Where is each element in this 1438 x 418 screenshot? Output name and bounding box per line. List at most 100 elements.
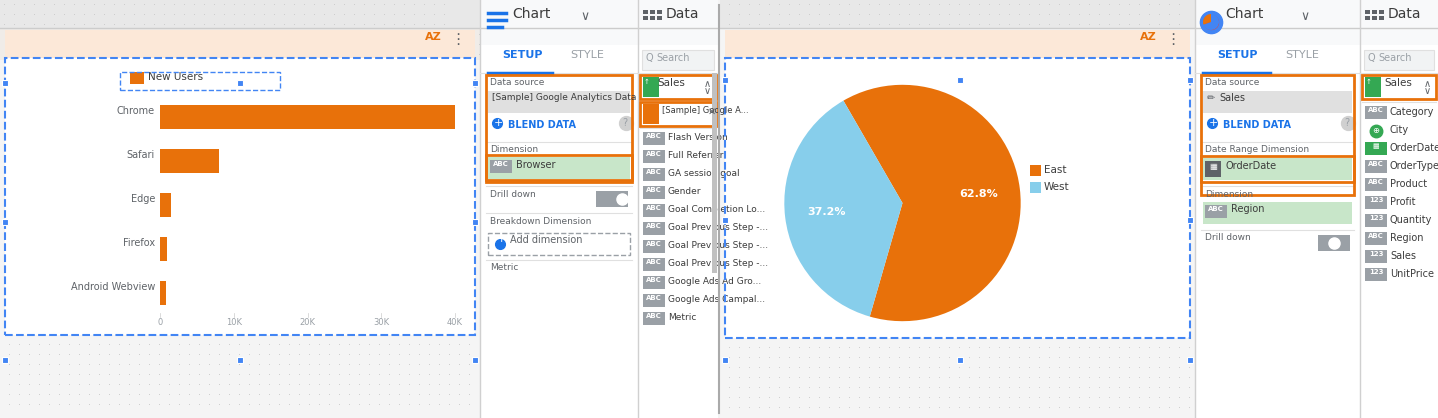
Bar bbox=[725, 30, 1191, 58]
Bar bbox=[643, 10, 649, 14]
Text: 0: 0 bbox=[157, 318, 162, 327]
Bar bbox=[490, 160, 512, 173]
Text: Data: Data bbox=[1388, 7, 1422, 21]
Bar bbox=[1365, 178, 1388, 191]
Bar bbox=[643, 294, 664, 307]
Bar bbox=[480, 0, 638, 45]
Bar bbox=[1365, 160, 1388, 173]
Bar bbox=[487, 157, 630, 179]
Text: Gender: Gender bbox=[669, 187, 702, 196]
Bar bbox=[1372, 16, 1378, 20]
Text: 37.2%: 37.2% bbox=[807, 207, 846, 217]
Text: ✏: ✏ bbox=[1206, 93, 1215, 103]
Bar bbox=[643, 186, 664, 199]
Text: ABC: ABC bbox=[646, 241, 661, 247]
Text: Sales: Sales bbox=[657, 78, 684, 88]
Text: ABC: ABC bbox=[1208, 206, 1224, 212]
Text: Dimension: Dimension bbox=[490, 145, 538, 154]
Text: OrderType: OrderType bbox=[1391, 161, 1438, 171]
Text: +: + bbox=[495, 118, 503, 128]
Bar bbox=[595, 191, 628, 207]
Bar bbox=[1201, 75, 1355, 195]
Bar bbox=[640, 102, 716, 126]
Text: ∨: ∨ bbox=[1424, 86, 1431, 96]
Text: ABC: ABC bbox=[646, 169, 661, 175]
Bar bbox=[1030, 182, 1041, 193]
Text: ABC: ABC bbox=[646, 205, 661, 211]
Bar bbox=[643, 77, 659, 97]
Bar bbox=[1365, 250, 1388, 263]
Text: ?: ? bbox=[1345, 118, 1349, 128]
Bar bbox=[958, 77, 963, 83]
Text: Profit: Profit bbox=[1391, 197, 1415, 207]
Text: [Sample] Google A...: [Sample] Google A... bbox=[661, 106, 749, 115]
Bar bbox=[1319, 235, 1350, 251]
Text: 123: 123 bbox=[1369, 197, 1383, 203]
Text: Add dimension: Add dimension bbox=[510, 235, 582, 245]
Text: Product: Product bbox=[1391, 179, 1426, 189]
Bar bbox=[4, 58, 475, 335]
Text: 62.8%: 62.8% bbox=[959, 189, 998, 199]
Bar bbox=[650, 16, 654, 20]
Text: [Sample] Google Analytics Data: [Sample] Google Analytics Data bbox=[492, 93, 637, 102]
Text: Region: Region bbox=[1231, 204, 1264, 214]
Text: ABC: ABC bbox=[646, 223, 661, 229]
Bar bbox=[643, 168, 664, 181]
Text: ∧: ∧ bbox=[1424, 79, 1431, 89]
Bar bbox=[1186, 217, 1194, 223]
Text: Quantity: Quantity bbox=[1391, 215, 1432, 225]
Text: AZ: AZ bbox=[1140, 32, 1156, 42]
Text: Chrome: Chrome bbox=[116, 106, 155, 116]
Bar bbox=[1, 219, 9, 225]
Text: Data source: Data source bbox=[1205, 78, 1260, 87]
Text: Search: Search bbox=[1378, 53, 1412, 63]
Text: ABC: ABC bbox=[646, 259, 661, 265]
Bar bbox=[643, 204, 664, 217]
Text: ∨: ∨ bbox=[580, 10, 590, 23]
Bar bbox=[643, 150, 664, 163]
Bar bbox=[1365, 50, 1434, 70]
Bar bbox=[487, 233, 630, 255]
Text: West: West bbox=[1044, 182, 1070, 192]
Bar bbox=[1195, 0, 1360, 418]
Text: ABC: ABC bbox=[646, 151, 661, 157]
Text: Sales: Sales bbox=[1383, 78, 1412, 88]
Text: +: + bbox=[498, 234, 506, 244]
Bar bbox=[722, 357, 728, 363]
Text: 20K: 20K bbox=[299, 318, 315, 327]
Text: ⋮: ⋮ bbox=[1165, 32, 1181, 47]
Bar bbox=[1365, 268, 1388, 281]
Text: +: + bbox=[1209, 118, 1218, 128]
Wedge shape bbox=[844, 85, 1021, 321]
Bar bbox=[1195, 45, 1360, 73]
Text: ABC: ABC bbox=[646, 277, 661, 283]
Text: OrderDate: OrderDate bbox=[1225, 161, 1276, 171]
Bar bbox=[0, 28, 480, 338]
Bar bbox=[1204, 91, 1352, 113]
Bar bbox=[1365, 214, 1388, 227]
Bar bbox=[650, 10, 654, 14]
Bar bbox=[643, 132, 664, 145]
Text: Edge: Edge bbox=[131, 194, 155, 204]
Text: Sales: Sales bbox=[1391, 251, 1416, 261]
Bar bbox=[640, 75, 716, 99]
Text: ⊕: ⊕ bbox=[1372, 126, 1379, 135]
Bar bbox=[1201, 156, 1355, 182]
Bar bbox=[643, 240, 664, 253]
Bar bbox=[1204, 158, 1352, 180]
Bar bbox=[638, 0, 718, 418]
Text: ?: ? bbox=[623, 118, 627, 128]
Bar bbox=[725, 58, 1191, 338]
Text: 10K: 10K bbox=[226, 318, 242, 327]
Text: Chart: Chart bbox=[1225, 7, 1264, 21]
Text: New Users: New Users bbox=[148, 72, 203, 82]
Text: Metric: Metric bbox=[490, 263, 518, 272]
Bar bbox=[472, 219, 477, 225]
Bar bbox=[1362, 75, 1437, 99]
Bar bbox=[160, 105, 454, 129]
Bar bbox=[1379, 16, 1383, 20]
Bar bbox=[0, 28, 480, 60]
Text: ABC: ABC bbox=[1368, 107, 1383, 113]
Bar bbox=[643, 312, 664, 325]
Wedge shape bbox=[1204, 14, 1219, 30]
